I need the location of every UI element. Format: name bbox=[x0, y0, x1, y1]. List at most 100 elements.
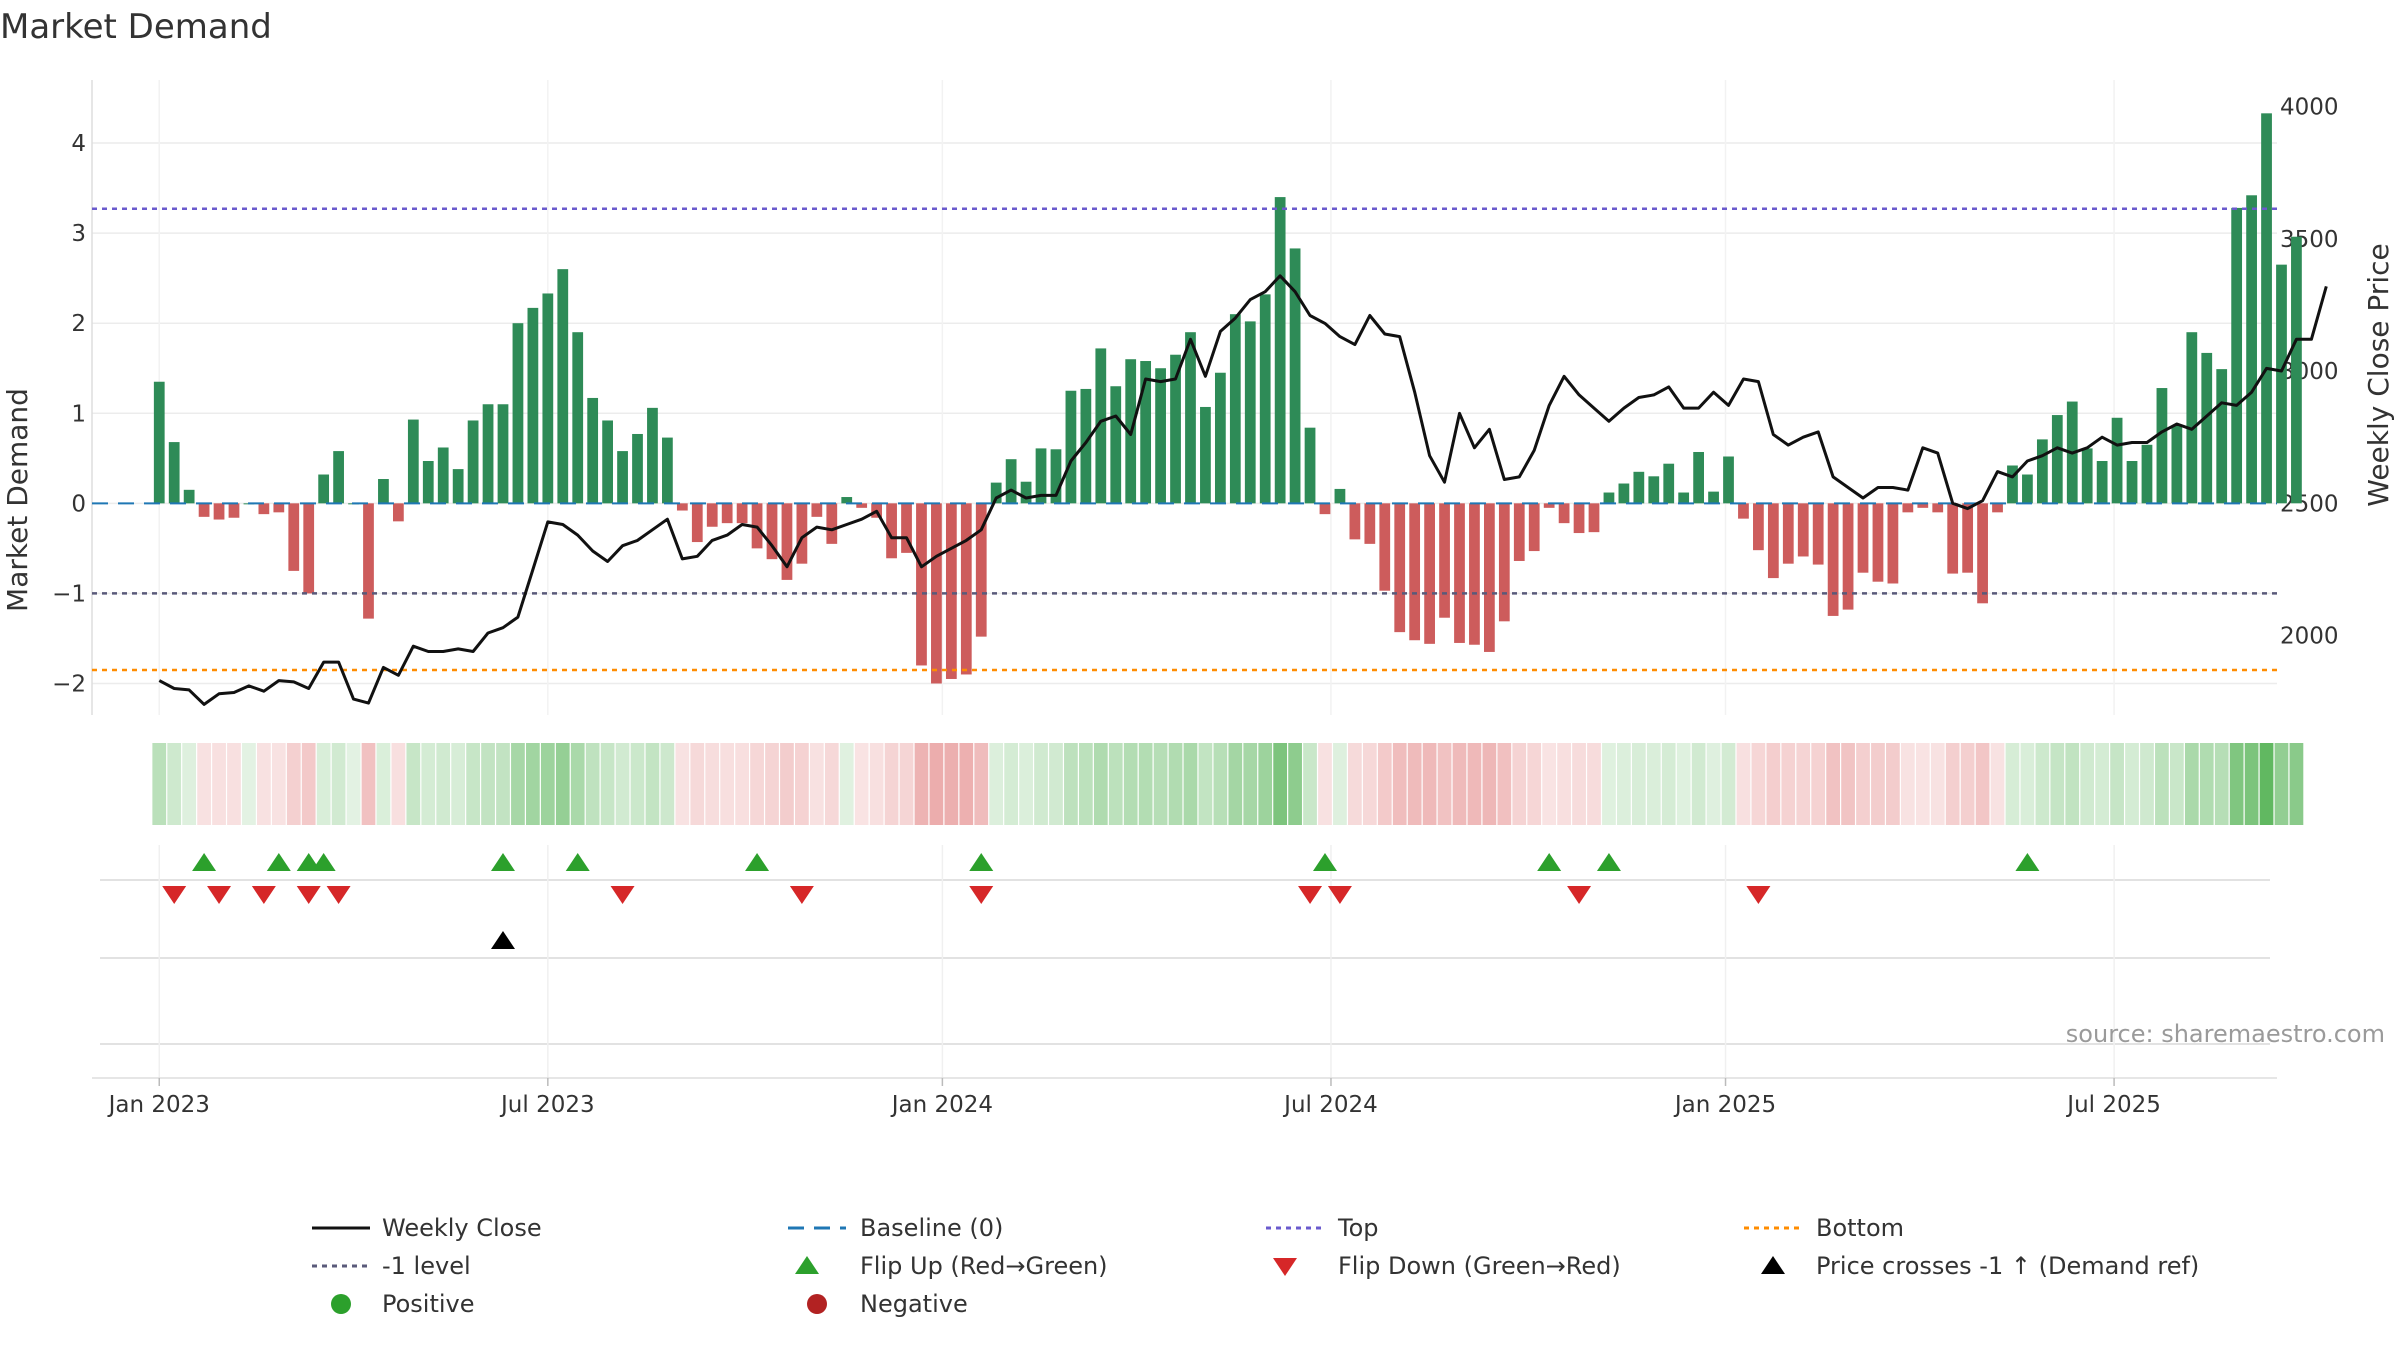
legend-item-bottom: Bottom bbox=[1744, 1214, 1904, 1242]
signal-panel bbox=[92, 845, 2277, 1079]
legend-item-minus-one: -1 level bbox=[312, 1252, 471, 1280]
heat-cell bbox=[1900, 743, 1915, 825]
heat-cell bbox=[720, 743, 735, 825]
y2-axis-title: Weekly Close Price bbox=[2362, 243, 2395, 506]
positive-bar bbox=[2051, 415, 2063, 504]
heat-cell bbox=[1781, 743, 1796, 825]
flip-up-marker bbox=[745, 853, 770, 871]
negative-bar bbox=[1409, 503, 1421, 641]
negative-bar bbox=[1977, 503, 1988, 604]
positive-bar bbox=[467, 420, 479, 504]
heat-cell bbox=[1183, 743, 1198, 825]
heat-cell bbox=[1871, 743, 1885, 825]
negative-bar bbox=[363, 503, 374, 619]
heat-cell bbox=[152, 743, 167, 825]
flip-up-marker bbox=[311, 853, 336, 871]
legend-weekly-close-label: Weekly Close bbox=[382, 1214, 542, 1242]
negative-bar bbox=[1439, 503, 1450, 618]
heat-cell bbox=[2214, 743, 2229, 825]
negative-bar bbox=[901, 503, 912, 553]
legend-item-baseline: Baseline (0) bbox=[788, 1214, 1003, 1242]
heat-cell bbox=[286, 743, 301, 825]
y2-tick-label: 4000 bbox=[2280, 94, 2339, 120]
positive-bar bbox=[1214, 372, 1226, 504]
legend-positive-dot bbox=[331, 1294, 351, 1314]
chart-title: Market Demand bbox=[0, 7, 272, 47]
heat-cell bbox=[1811, 743, 1826, 825]
heat-cell bbox=[182, 743, 197, 825]
negative-bar bbox=[945, 503, 957, 679]
heat-cell bbox=[959, 743, 974, 825]
negative-bar bbox=[811, 503, 823, 517]
heat-cell bbox=[1512, 743, 1527, 825]
source-label: source: sharemaestro.com bbox=[2066, 1020, 2385, 1048]
positive-bar bbox=[2036, 439, 2048, 504]
legend-negative-label: Negative bbox=[860, 1290, 968, 1318]
heat-cell bbox=[989, 743, 1004, 825]
y-tick-label: −1 bbox=[52, 581, 86, 607]
flip-down-marker bbox=[969, 886, 994, 904]
weekly-close-line bbox=[158, 274, 2328, 706]
negative-bar bbox=[1992, 503, 2003, 513]
heat-cell bbox=[1646, 743, 1661, 825]
heat-cell bbox=[1303, 743, 1317, 825]
legend-price-cross-marker bbox=[1761, 1256, 1785, 1274]
positive-bar bbox=[1304, 427, 1316, 504]
positive-bar bbox=[602, 420, 613, 504]
positive-bar bbox=[1289, 248, 1301, 504]
positive-bar bbox=[2141, 444, 2153, 504]
legend-flip-down-marker bbox=[1273, 1258, 1297, 1276]
negative-bar bbox=[1349, 503, 1361, 540]
negative-bar bbox=[691, 503, 703, 543]
y2-tick-label: 3000 bbox=[2280, 359, 2339, 385]
negative-bar bbox=[1947, 503, 1959, 574]
heat-cell bbox=[242, 743, 256, 825]
heat-cell bbox=[1138, 743, 1153, 825]
flip-up-marker bbox=[490, 853, 515, 871]
heat-cell bbox=[1676, 743, 1691, 825]
positive-bar bbox=[2007, 465, 2018, 504]
heat-cell bbox=[1557, 743, 1571, 825]
flip-up-marker bbox=[1312, 853, 1337, 871]
heat-cell bbox=[570, 743, 585, 825]
heat-cell bbox=[540, 743, 555, 825]
positive-bar bbox=[632, 433, 643, 504]
heat-cell bbox=[1258, 743, 1273, 825]
y-axis-title: Market Demand bbox=[1, 388, 34, 612]
heat-cell bbox=[421, 743, 436, 825]
positive-bar bbox=[2022, 474, 2033, 504]
legend-flip-up-marker bbox=[795, 1256, 819, 1274]
heat-cell bbox=[914, 743, 929, 825]
positive-bar bbox=[1693, 451, 1704, 504]
positive-bar bbox=[333, 451, 344, 504]
positive-bar bbox=[1723, 456, 1734, 504]
heat-cell bbox=[1721, 743, 1736, 825]
heat-cell bbox=[944, 743, 959, 825]
positive-bar bbox=[168, 442, 180, 504]
heat-cell bbox=[2035, 743, 2050, 825]
positive-bar bbox=[318, 474, 330, 504]
heat-cell bbox=[1362, 743, 1377, 825]
positive-bar bbox=[527, 307, 539, 504]
heat-cell bbox=[869, 743, 884, 825]
negative-bar bbox=[1424, 503, 1435, 644]
positive-bar bbox=[2216, 369, 2228, 504]
flip-up-marker bbox=[192, 853, 217, 871]
negative-bar bbox=[1543, 503, 1555, 508]
x-tick-label: Jan 2024 bbox=[890, 1092, 993, 1118]
heat-cell bbox=[1407, 743, 1422, 825]
heat-cell bbox=[1542, 743, 1557, 825]
heat-cell bbox=[316, 743, 331, 825]
positive-bar bbox=[1229, 314, 1241, 504]
legend-item-flip-down: Flip Down (Green→Red) bbox=[1273, 1252, 1621, 1280]
heat-cell bbox=[1751, 743, 1766, 825]
heat-cell bbox=[1945, 743, 1960, 825]
heat-cell bbox=[451, 743, 466, 825]
negative-bar bbox=[1767, 503, 1779, 579]
heat-cell bbox=[167, 743, 182, 825]
heat-cell bbox=[839, 743, 854, 825]
heat-cell bbox=[526, 743, 540, 825]
negative-bar bbox=[1394, 503, 1406, 633]
heat-cell bbox=[1886, 743, 1900, 825]
heat-cell bbox=[256, 743, 271, 825]
